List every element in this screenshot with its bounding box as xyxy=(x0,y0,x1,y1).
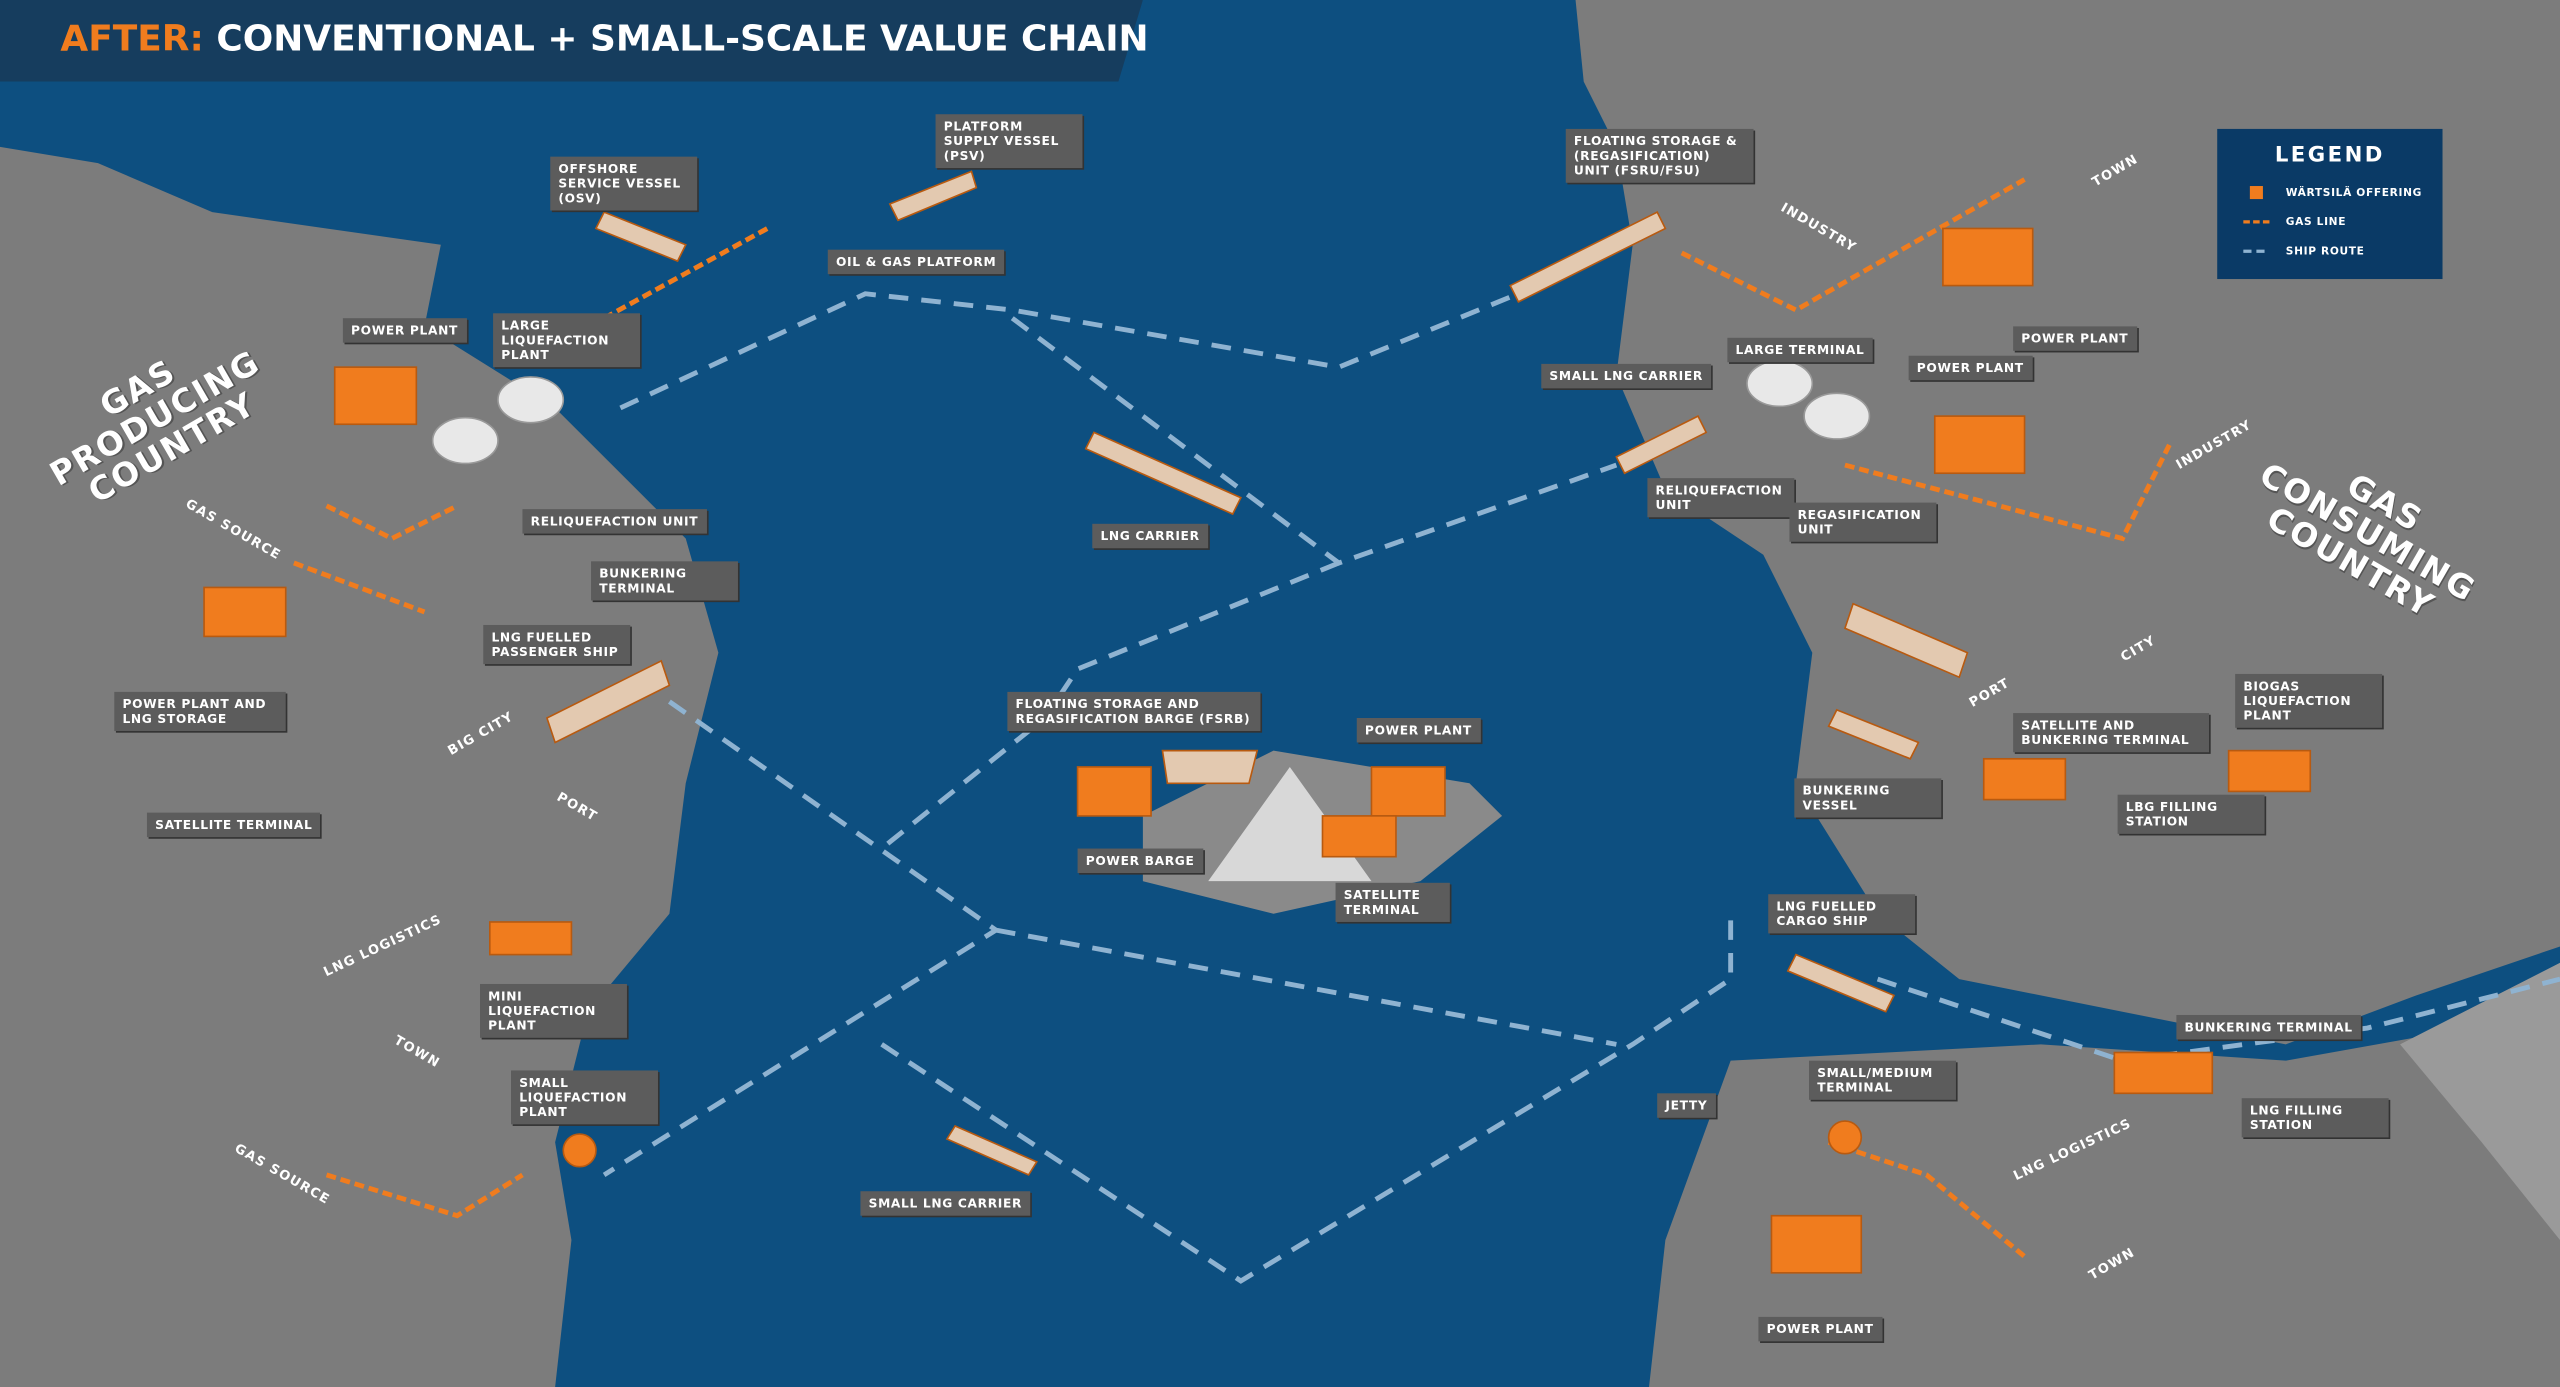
callout: MINI LIQUEFACTION PLANT xyxy=(480,983,627,1038)
ships xyxy=(545,170,1969,1176)
callout: SATELLITE TERMINAL xyxy=(146,812,321,838)
callout: RELIQUEFACTION UNIT xyxy=(1647,478,1795,518)
callout: POWER PLANT xyxy=(1908,355,2032,381)
tank xyxy=(431,416,499,465)
legend-title: LEGEND xyxy=(2274,143,2385,169)
legend-item: SHIP ROUTE xyxy=(2285,244,2365,258)
callout: FLOATING STORAGE & (REGASIFICATION) UNIT… xyxy=(1565,128,1754,183)
tanks xyxy=(431,359,1871,465)
facility xyxy=(2113,1051,2214,1095)
callout: POWER PLANT AND LNG STORAGE xyxy=(114,691,286,732)
ship xyxy=(1615,415,1708,475)
facility xyxy=(1321,815,1397,858)
callout: POWER PLANT xyxy=(342,318,467,343)
callout: JETTY xyxy=(1657,1093,1716,1118)
ship-route xyxy=(1876,976,2560,1064)
callout: OIL & GAS PLATFORM xyxy=(827,249,1005,275)
tank xyxy=(1746,359,1814,408)
ship-route xyxy=(619,291,1520,411)
facility xyxy=(2227,749,2312,793)
gas-line xyxy=(293,560,426,615)
callout: RELIQUEFACTION UNIT xyxy=(522,509,707,534)
callout: SATELLITE AND BUNKERING TERMINAL xyxy=(2013,713,2210,753)
legend: LEGEND WÄRTSILÄ OFFERING GAS LINE SHIP R… xyxy=(2217,128,2443,280)
callout: LARGE LIQUEFACTION PLANT xyxy=(493,313,641,368)
callout: LNG FUELLED CARGO SHIP xyxy=(1768,894,1916,934)
callout: FLOATING STORAGE AND REGASIFICATION BARG… xyxy=(1007,691,1261,732)
facility xyxy=(1770,1214,1863,1274)
facility xyxy=(333,366,418,426)
callout: LNG FILLING STATION xyxy=(2241,1098,2389,1138)
callout: SATELLITE TERMINAL xyxy=(1335,882,1450,922)
callout: OFFSHORE SERVICE VESSEL (OSV) xyxy=(550,156,698,211)
ship xyxy=(545,659,671,744)
callout: BUNKERING TERMINAL xyxy=(2176,1014,2361,1040)
gas-line xyxy=(602,226,769,321)
ship xyxy=(594,211,687,263)
facility xyxy=(1370,766,1446,817)
callout: SMALL/MEDIUM TERMINAL xyxy=(1809,1060,1956,1100)
ship xyxy=(945,1124,1038,1176)
callout: LNG CARRIER xyxy=(1092,523,1208,549)
callout: LNG FUELLED PASSENGER SHIP xyxy=(483,624,631,665)
facilities xyxy=(203,227,2312,1274)
ship xyxy=(1161,749,1259,785)
ship-route xyxy=(1010,316,1618,566)
callout: SMALL LNG CARRIER xyxy=(1541,363,1712,389)
legend-item: GAS LINE xyxy=(2285,215,2347,229)
callout: LARGE TERMINAL xyxy=(1727,337,1873,363)
ship xyxy=(1827,708,1920,760)
facility xyxy=(1933,415,2026,475)
callout: LBG FILLING STATION xyxy=(2117,794,2265,834)
callout: SMALL LNG CARRIER xyxy=(860,1191,1031,1216)
title-bar xyxy=(0,0,1143,82)
gas-line xyxy=(1827,1139,2027,1259)
gas-lines xyxy=(293,177,2174,1259)
callout: POWER BARGE xyxy=(1077,848,1203,874)
callout: SMALL LIQUEFACTION PLANT xyxy=(511,1070,658,1125)
ship-route xyxy=(995,927,1617,1047)
land-far-right xyxy=(2400,962,2560,1241)
legend-item: WÄRTSILÄ OFFERING xyxy=(2285,186,2423,200)
title-text: CONVENTIONAL + SMALL-SCALE VALUE CHAIN xyxy=(216,19,1149,61)
facility xyxy=(1942,227,2034,287)
gas-line xyxy=(325,503,459,542)
gas-line xyxy=(1680,177,2026,313)
callout: POWER PLANT xyxy=(2013,326,2137,351)
facility xyxy=(488,921,573,956)
facility xyxy=(1076,766,1152,817)
callout: PLATFORM SUPPLY VESSEL (PSV) xyxy=(935,114,1083,169)
title: AFTER: CONVENTIONAL + SMALL-SCALE VALUE … xyxy=(60,20,1148,61)
facility xyxy=(1827,1120,1863,1155)
facility xyxy=(203,586,287,638)
callout: POWER PLANT xyxy=(1758,1316,1882,1342)
gas-line xyxy=(325,1172,524,1219)
ship xyxy=(1843,602,1969,679)
callout: BUNKERING VESSEL xyxy=(1794,778,1942,818)
gas-line xyxy=(1844,439,2174,542)
facility xyxy=(1982,757,2067,801)
facility xyxy=(562,1133,597,1168)
ship xyxy=(888,170,978,222)
ship xyxy=(1786,953,1896,1013)
tank xyxy=(497,376,565,424)
ship xyxy=(1509,211,1667,303)
callout: BUNKERING TERMINAL xyxy=(591,561,738,601)
legend-key xyxy=(2249,186,2263,200)
callout: BIOGAS LIQUEFACTION PLANT xyxy=(2235,673,2383,728)
ship xyxy=(1084,431,1242,516)
callout: REGASIFICATION UNIT xyxy=(1789,502,1937,542)
title-prefix: AFTER: xyxy=(60,19,204,61)
ship-route xyxy=(880,913,1734,1284)
tank xyxy=(1803,392,1871,440)
callout: POWER PLANT xyxy=(1356,717,1481,743)
